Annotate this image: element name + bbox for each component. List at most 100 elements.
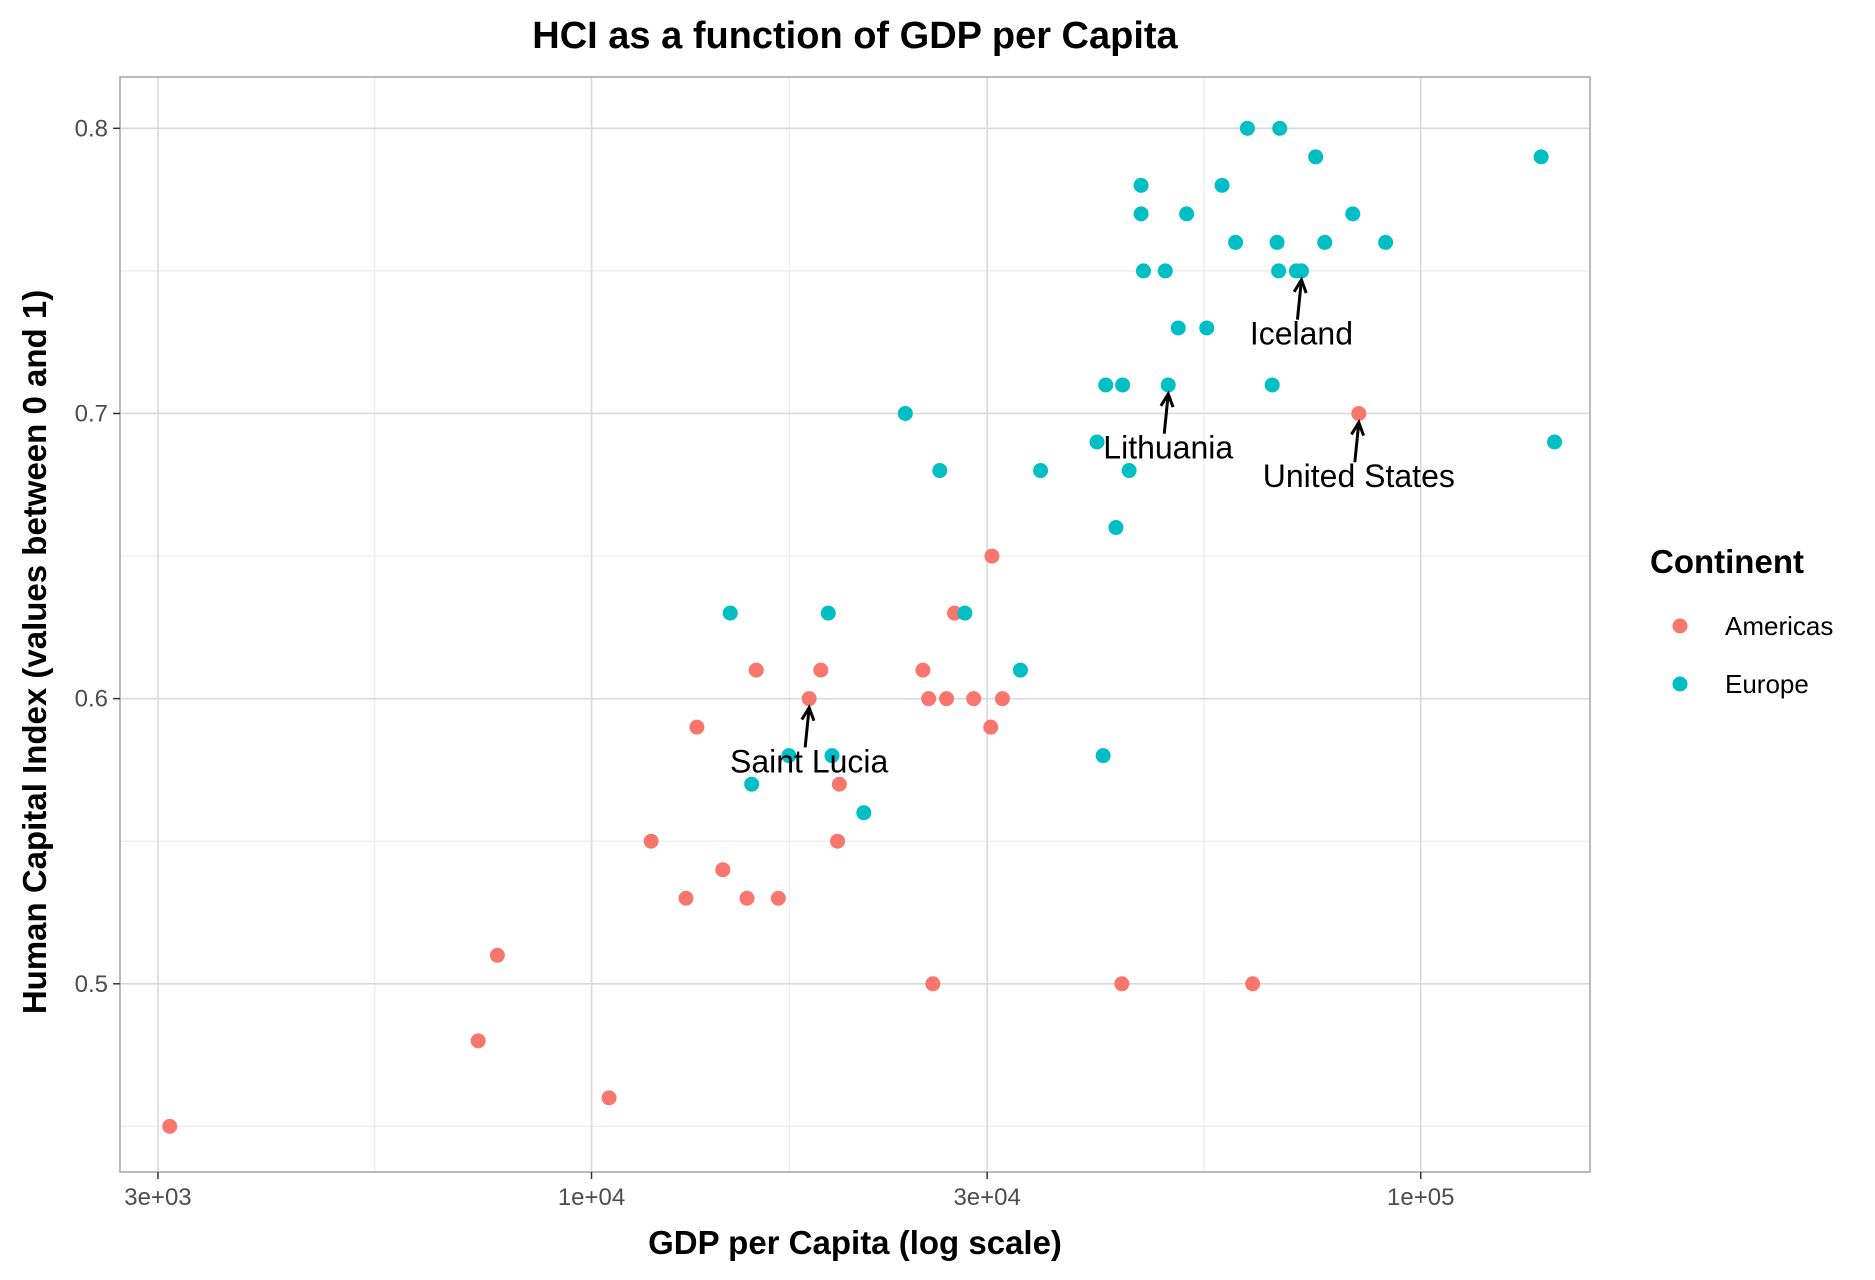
data-point-europe <box>1098 377 1114 393</box>
data-point-europe <box>1121 463 1137 479</box>
y-axis-title: Human Capital Index (values between 0 an… <box>16 290 53 1014</box>
data-point-europe <box>1214 177 1230 193</box>
data-point-europe <box>932 463 948 479</box>
x-tick-label: 3e+04 <box>953 1184 1020 1211</box>
legend-title: Continent <box>1650 543 1804 580</box>
legend-label-americas: Americas <box>1725 611 1833 641</box>
data-point-europe <box>1157 263 1173 279</box>
data-point-europe <box>1269 234 1285 250</box>
data-point-americas <box>1245 976 1261 992</box>
data-point-europe <box>1089 434 1105 450</box>
data-point-europe <box>824 748 840 764</box>
legend-label-europe: Europe <box>1725 669 1809 699</box>
data-point-europe <box>1170 320 1186 336</box>
data-point-americas <box>915 662 931 678</box>
series-europe <box>722 120 1563 821</box>
data-point-europe <box>1133 177 1149 193</box>
annotation-arrow-head <box>1292 276 1308 294</box>
data-point-americas <box>689 719 705 735</box>
data-point-europe <box>1378 234 1394 250</box>
annotation: Saint Lucia <box>730 704 889 779</box>
data-point-americas <box>1351 405 1367 421</box>
data-point-europe <box>781 748 797 764</box>
data-point-europe <box>897 405 913 421</box>
data-point-europe <box>1308 149 1324 165</box>
data-point-americas <box>489 947 505 963</box>
x-axis-title: GDP per Capita (log scale) <box>648 1224 1062 1261</box>
plot-area: 3e+03 1e+04 3e+04 1e+05 0.5 0.6 0.7 0.8 Iceland L… <box>75 76 1591 1211</box>
y-tick-label: 0.7 <box>75 400 108 427</box>
data-point-americas <box>925 976 941 992</box>
data-point-europe <box>744 776 760 792</box>
data-point-americas <box>813 662 829 678</box>
data-point-europe <box>1095 748 1111 764</box>
data-point-europe <box>1264 377 1280 393</box>
data-point-americas <box>748 662 764 678</box>
annotation: United States <box>1263 419 1455 494</box>
data-point-americas <box>966 691 982 707</box>
data-point-americas <box>643 833 659 849</box>
y-tick-label: 0.8 <box>75 115 108 142</box>
x-tick-label: 1e+05 <box>1387 1184 1454 1211</box>
data-point-americas <box>770 890 786 906</box>
series-americas <box>162 405 1367 1134</box>
x-tick-label: 1e+04 <box>558 1184 625 1211</box>
data-point-americas <box>162 1118 178 1134</box>
annotation-label: Saint Lucia <box>730 743 889 779</box>
annotation-arrow-line <box>1295 279 1303 320</box>
data-point-americas <box>715 862 731 878</box>
data-point-europe <box>1533 149 1549 165</box>
annotation-arrow-line <box>1162 393 1170 434</box>
legend-key-europe <box>1672 676 1688 692</box>
data-point-americas <box>939 691 955 707</box>
data-point-europe <box>1239 120 1255 136</box>
data-point-europe <box>820 605 836 621</box>
data-point-americas <box>984 548 1000 564</box>
data-point-europe <box>1160 377 1176 393</box>
data-point-europe <box>1345 206 1361 222</box>
data-point-americas <box>601 1090 617 1106</box>
data-point-americas <box>801 691 817 707</box>
data-point-europe <box>1228 234 1244 250</box>
annotation-arrow-head <box>1350 419 1366 437</box>
annotation-arrow-line <box>1353 422 1361 463</box>
data-point-europe <box>1033 463 1049 479</box>
data-point-europe <box>1179 206 1195 222</box>
data-point-europe <box>1133 206 1149 222</box>
data-point-europe <box>1199 320 1215 336</box>
data-point-americas <box>831 776 847 792</box>
data-point-americas <box>830 833 846 849</box>
data-point-americas <box>994 691 1010 707</box>
legend: Americas Europe <box>1672 611 1833 699</box>
data-point-americas <box>947 605 963 621</box>
annotation-label: Iceland <box>1250 316 1353 352</box>
data-point-europe <box>957 605 973 621</box>
y-tick-label: 0.6 <box>75 686 108 713</box>
data-point-europe <box>1135 263 1151 279</box>
data-point-europe <box>1547 434 1563 450</box>
data-point-europe <box>1012 662 1028 678</box>
annotation: Iceland <box>1250 276 1353 352</box>
data-point-americas <box>470 1033 486 1049</box>
data-point-americas <box>1114 976 1130 992</box>
data-point-europe <box>1293 263 1309 279</box>
data-point-europe <box>1108 520 1124 536</box>
data-point-europe <box>722 605 738 621</box>
data-point-europe <box>1317 234 1333 250</box>
data-point-europe <box>1115 377 1131 393</box>
annotation-arrow-head <box>800 704 816 722</box>
data-point-europe <box>1272 120 1288 136</box>
data-point-europe <box>1271 263 1287 279</box>
annotation: Lithuania <box>1103 390 1233 466</box>
plot-border <box>119 76 1591 1173</box>
annotation-label: Lithuania <box>1103 430 1233 466</box>
data-point-americas <box>983 719 999 735</box>
chart-title: HCI as a function of GDP per Capita <box>532 15 1178 57</box>
data-point-americas <box>739 890 755 906</box>
y-tick-label: 0.5 <box>75 971 108 998</box>
x-tick-label: 3e+03 <box>124 1184 191 1211</box>
annotation-arrow-head <box>1159 390 1175 408</box>
data-point-americas <box>678 890 694 906</box>
